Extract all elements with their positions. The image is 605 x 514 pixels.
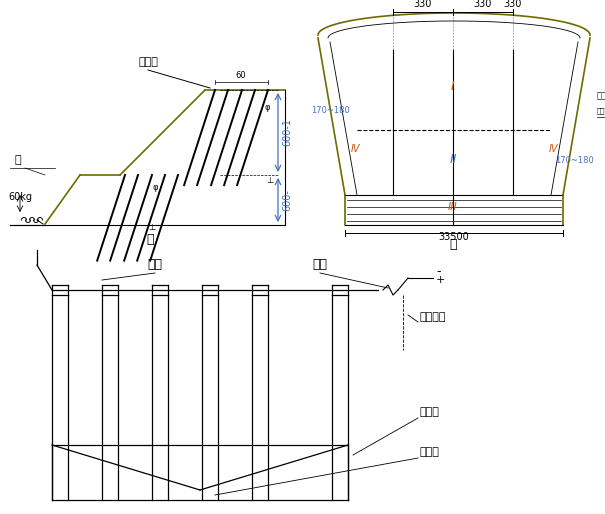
Text: φ: φ (264, 103, 270, 112)
Text: 堵塞长度: 堵塞长度 (420, 312, 446, 322)
Text: I: I (451, 80, 455, 93)
Text: 潜孔凿: 潜孔凿 (138, 57, 158, 67)
Text: -: - (436, 266, 440, 279)
Text: 主导: 主导 (148, 258, 163, 271)
Text: 170~180: 170~180 (310, 106, 349, 115)
Text: 600-: 600- (282, 189, 292, 211)
Text: 起爆: 起爆 (313, 258, 327, 271)
Text: ⊥: ⊥ (266, 176, 273, 185)
Text: 纵: 纵 (146, 233, 154, 246)
Text: 330: 330 (504, 0, 522, 9)
Text: +: + (436, 275, 445, 285)
Text: III: III (448, 202, 458, 212)
Text: 光爆层厚度及孔距: 光爆层厚度及孔距 (597, 107, 605, 114)
Text: 600-1: 600-1 (282, 119, 292, 146)
Text: 60: 60 (236, 71, 246, 80)
Text: IV: IV (350, 144, 360, 154)
Text: 60kg: 60kg (8, 192, 32, 202)
Text: 潜: 潜 (15, 155, 21, 165)
Text: II: II (450, 153, 457, 166)
Text: 330: 330 (414, 0, 432, 9)
Text: φ: φ (152, 183, 158, 192)
Text: 串联间: 串联间 (420, 447, 440, 457)
Text: 横: 横 (450, 238, 457, 251)
Text: 330: 330 (474, 0, 492, 9)
Text: IV: IV (548, 144, 558, 154)
Text: 竹片导: 竹片导 (420, 407, 440, 417)
Text: 炮眼塞: 炮眼塞 (597, 91, 605, 100)
Text: 33500: 33500 (439, 232, 469, 242)
Text: 170~180: 170~180 (555, 156, 594, 165)
Text: ⊥: ⊥ (148, 223, 155, 232)
